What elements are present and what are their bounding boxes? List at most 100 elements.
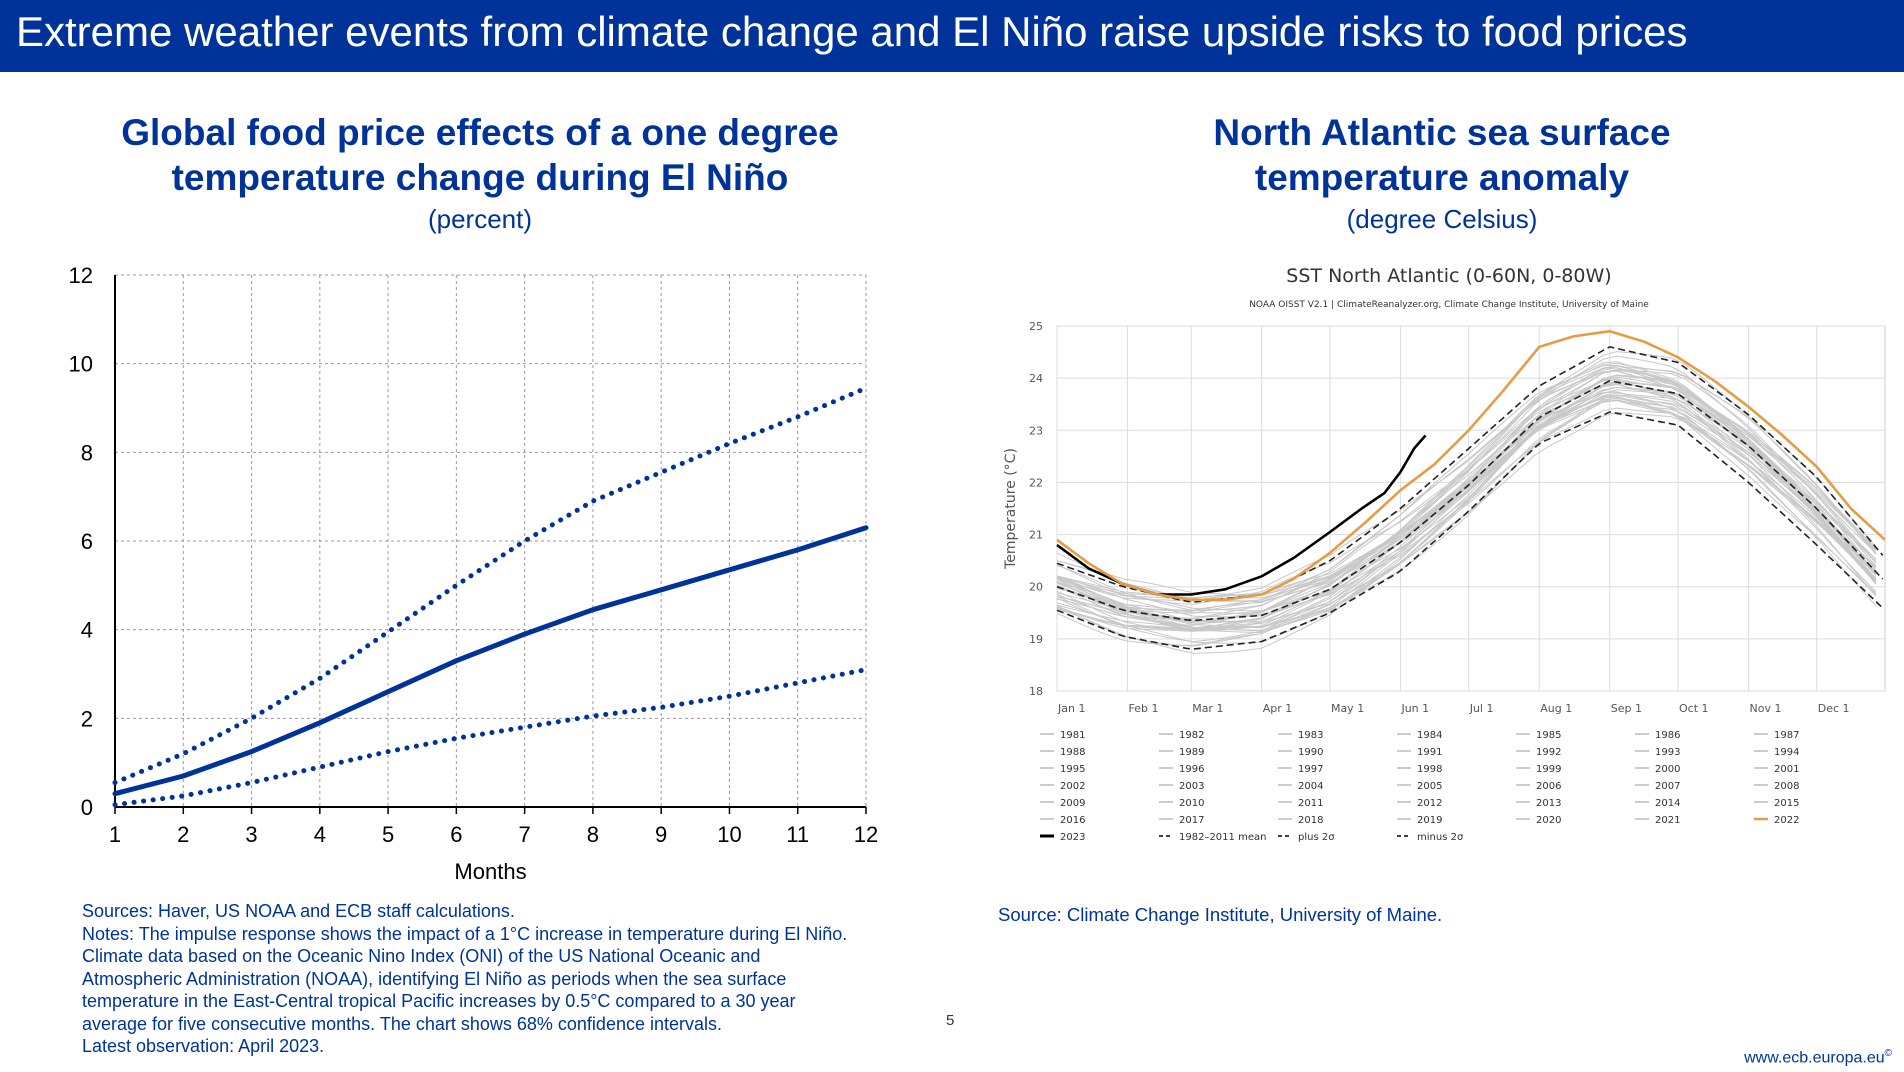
legend-label: 1992 xyxy=(1536,747,1561,758)
series-line-upper xyxy=(112,385,869,786)
legend-label: 2014 xyxy=(1655,798,1680,809)
notes-line: temperature in the East-Central tropical… xyxy=(82,991,796,1011)
x-tick-label: 8 xyxy=(587,822,599,847)
x-tick-label: 11 xyxy=(786,822,809,847)
legend-label: 2006 xyxy=(1536,781,1561,792)
legend-label: 1997 xyxy=(1298,764,1323,775)
notes-line: Sources: Haver, US NOAA and ECB staff ca… xyxy=(82,901,515,921)
y-tick-label: 23 xyxy=(1029,424,1043,437)
legend-label: 1999 xyxy=(1536,764,1561,775)
notes-line: Climate data based on the Oceanic Nino I… xyxy=(82,946,761,966)
y-tick-label: 6 xyxy=(81,529,93,554)
page-title: Extreme weather events from climate chan… xyxy=(16,8,1688,55)
legend-label: 2023 xyxy=(1060,832,1085,843)
year-line-2012 xyxy=(1056,355,1877,605)
legend-label: 2002 xyxy=(1060,781,1085,792)
sst-minus2sigma-line xyxy=(1056,411,1884,650)
legend-label: 2022 xyxy=(1774,815,1799,826)
legend-label: 2019 xyxy=(1417,815,1442,826)
legend-label: 1982 xyxy=(1179,730,1204,741)
legend-label: 2000 xyxy=(1655,764,1680,775)
footer-link[interactable]: www.ecb.europa.eu© xyxy=(1744,1048,1892,1067)
year-line-2002 xyxy=(1056,394,1877,643)
legend-label: 2003 xyxy=(1179,781,1204,792)
legend-label: 1998 xyxy=(1417,764,1442,775)
y-tick-label: 12 xyxy=(69,263,93,288)
year-line-1991 xyxy=(1056,407,1877,644)
y-tick-label: 0 xyxy=(81,795,93,820)
x-tick-label: 5 xyxy=(382,822,394,847)
legend-label: 1996 xyxy=(1179,764,1204,775)
legend-label: 1993 xyxy=(1655,747,1680,758)
legend-label: 2012 xyxy=(1417,798,1442,809)
legend-label: 1983 xyxy=(1298,730,1323,741)
legend-label: 2020 xyxy=(1536,815,1561,826)
y-tick-label: 25 xyxy=(1029,320,1043,333)
left-chart-title-line1: Global food price effects of a one degre… xyxy=(121,112,839,153)
left-chart-title: Global food price effects of a one degre… xyxy=(60,110,900,200)
legend-label: 2008 xyxy=(1774,781,1799,792)
left-chart-title-line2: temperature change during El Niño xyxy=(171,157,789,198)
plot-area xyxy=(1056,325,1886,692)
x-tick-label: 6 xyxy=(450,822,462,847)
sst-north-atlantic-chart: SST North Atlantic (0-60N, 0-80W) NOAA OI… xyxy=(1003,265,1886,843)
notes-line: Notes: The impulse response shows the im… xyxy=(82,923,848,944)
y-tick-label: 22 xyxy=(1029,476,1043,489)
y-tick-label: 21 xyxy=(1029,529,1043,542)
legend-label: 1990 xyxy=(1298,747,1323,758)
year-line-2021 xyxy=(1056,376,1877,626)
y-tick-label: 24 xyxy=(1029,372,1043,385)
year-line-1986 xyxy=(1056,399,1877,646)
series-line-estimate xyxy=(112,525,869,797)
legend-label: 2001 xyxy=(1774,764,1799,775)
x-tick-label: 4 xyxy=(314,822,326,847)
x-tick-label: Dec 1 xyxy=(1818,702,1850,715)
legend-label: 2011 xyxy=(1298,798,1323,809)
year-line-2010 xyxy=(1056,389,1877,632)
legend-label: 1995 xyxy=(1060,764,1085,775)
legend-label: 2015 xyxy=(1774,798,1799,809)
right-chart-title-line2: temperature anomaly xyxy=(1254,157,1630,198)
notes-line: Atmospheric Administration (NOAA), ident… xyxy=(82,968,787,989)
legend-label: 1986 xyxy=(1655,730,1680,741)
x-tick-label: Nov 1 xyxy=(1750,702,1782,715)
legend-label: 1982–2011 mean xyxy=(1179,832,1266,843)
x-tick-label: Jul 1 xyxy=(1469,702,1494,715)
x-tick-label: 3 xyxy=(245,822,257,847)
year-line-2013 xyxy=(1056,384,1877,631)
legend-label: plus 2σ xyxy=(1298,832,1335,843)
notes-line: average for five consecutive months. The… xyxy=(82,1013,723,1034)
legend-label: 2021 xyxy=(1655,815,1680,826)
legend-label: 1991 xyxy=(1417,747,1442,758)
left-notes: Sources: Haver, US NOAA and ECB staff ca… xyxy=(82,900,912,1058)
sst-mean-line xyxy=(1056,379,1884,622)
sst-chart-title: SST North Atlantic (0-60N, 0-80W) xyxy=(1286,265,1611,287)
right-source: Source: Climate Change Institute, Univer… xyxy=(998,904,1443,925)
page-number: 5 xyxy=(946,1012,955,1029)
x-tick-label: 2 xyxy=(177,822,189,847)
legend-label: 1984 xyxy=(1417,730,1442,741)
legend-label: minus 2σ xyxy=(1417,832,1464,843)
year-line-2018 xyxy=(1056,380,1877,618)
sst-chart-subtitle: NOAA OISST V2.1 | ClimateReanalyzer.org,… xyxy=(1249,300,1649,310)
y-tick-label: 4 xyxy=(81,618,93,643)
legend-label: 2010 xyxy=(1179,798,1204,809)
x-tick-label: 7 xyxy=(519,822,531,847)
right-chart-title: North Atlantic sea surface temperature a… xyxy=(1022,110,1862,200)
x-tick-label: 9 xyxy=(655,822,667,847)
x-tick-label: Apr 1 xyxy=(1263,702,1293,715)
legend-label: 1988 xyxy=(1060,747,1085,758)
year-line-2007 xyxy=(1056,383,1877,616)
x-tick-label: Jun 1 xyxy=(1400,702,1429,715)
x-tick-label: May 1 xyxy=(1331,702,1364,715)
legend-label: 1987 xyxy=(1774,730,1799,741)
series-line-2022 xyxy=(1056,329,1886,602)
y-tick-label: 20 xyxy=(1029,581,1043,594)
series-line-lower xyxy=(112,667,869,808)
x-tick-label: Sep 1 xyxy=(1611,702,1642,715)
y-tick-label: 8 xyxy=(81,440,93,465)
legend-label: 1985 xyxy=(1536,730,1561,741)
legend-label: 2007 xyxy=(1655,781,1680,792)
x-tick-label: Feb 1 xyxy=(1129,702,1159,715)
